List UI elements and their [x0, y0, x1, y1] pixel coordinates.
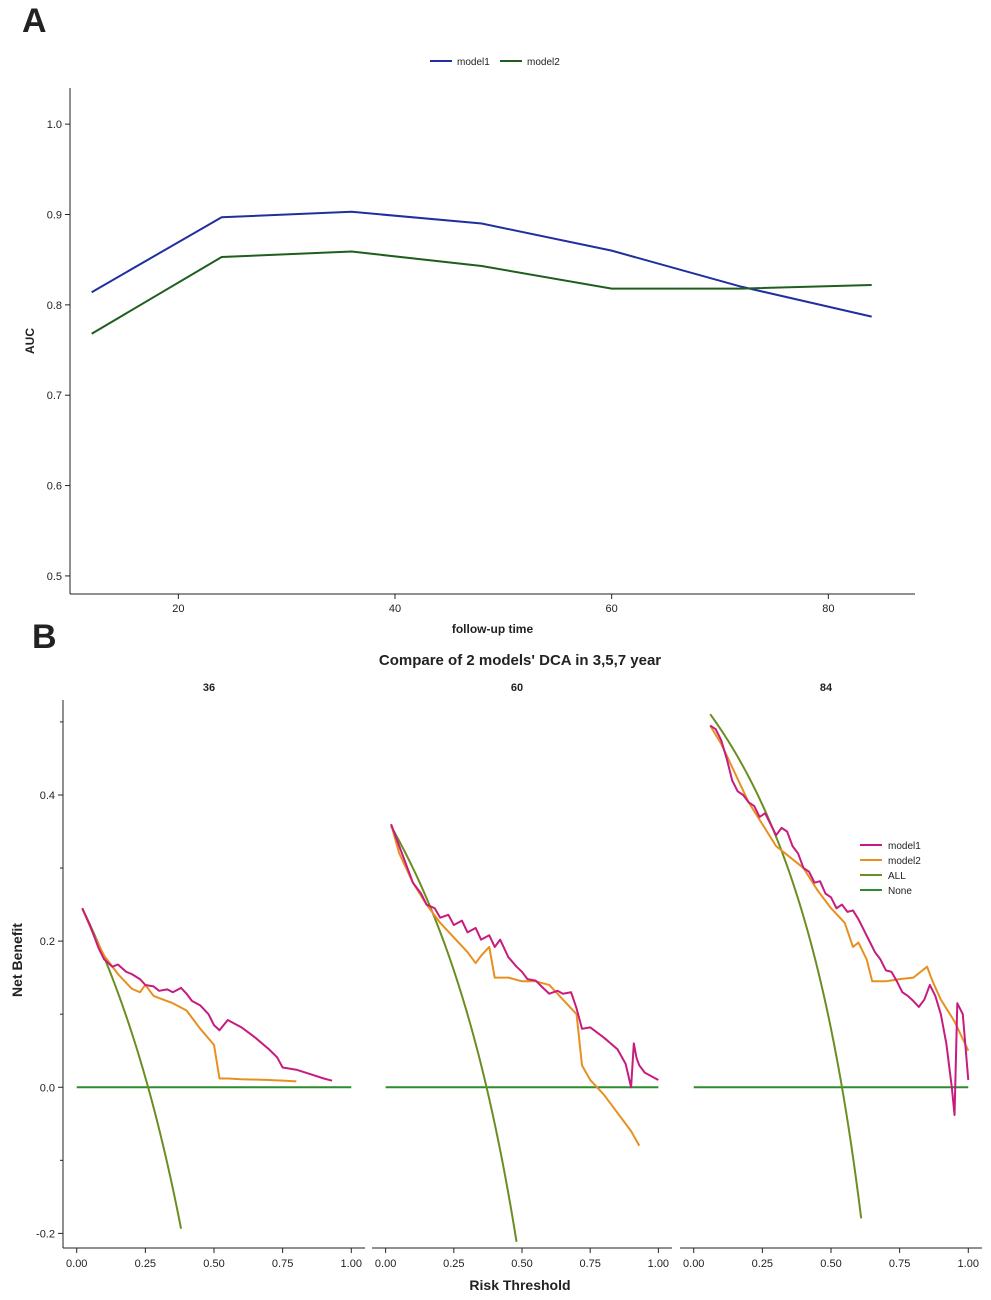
- dca-line-model1: [81, 907, 333, 1082]
- dca-y-tick-label: 0.0: [40, 1082, 55, 1094]
- dca-y-tick-label: -0.2: [36, 1228, 55, 1240]
- dca-x-tick-label: 0.25: [752, 1258, 773, 1270]
- auc-legend: model1 model2: [430, 57, 560, 68]
- dca-x-tick-label: 0.00: [375, 1258, 396, 1270]
- dca-x-tick-label: 1.00: [648, 1258, 669, 1270]
- auc-y-tick-label: 0.9: [47, 210, 62, 222]
- auc-line-chart: model1 model2 0.50.60.70.80.91.020 40 60 80 …: [23, 57, 915, 636]
- dca-x-tick-label: 0.25: [443, 1258, 464, 1270]
- dca-line-model1: [709, 724, 970, 1117]
- dca-facet-label: 60: [511, 682, 523, 694]
- dca-line-all: [81, 907, 183, 1229]
- dca-x-tick-label: 0.50: [511, 1258, 532, 1270]
- dca-facet-36: 36 0.00 0.25 0.50 0.75 1.00: [63, 682, 365, 1270]
- auc-y-axis-title: AUC: [23, 328, 37, 354]
- auc-series-model2: [91, 250, 872, 335]
- dca-legend-label-model2: model2: [888, 856, 921, 867]
- auc-y-tick-label: 1.0: [47, 119, 62, 131]
- auc-legend-label-model2: model2: [527, 57, 560, 68]
- dca-line-model2: [709, 725, 970, 1052]
- auc-legend-label-model1: model1: [457, 57, 490, 68]
- dca-legend-label-all: ALL: [888, 871, 906, 882]
- auc-y-tick-label: 0.8: [47, 300, 62, 312]
- dca-facet-84: 84 0.00 0.25 0.50 0.75 1.00: [680, 682, 982, 1270]
- dca-y-axis: -0.2 0.0 0.2 0.4: [36, 700, 64, 1248]
- auc-x-tick-label: 80: [822, 603, 834, 615]
- dca-x-tick-label: 1.00: [341, 1258, 362, 1270]
- auc-x-tick-label: 60: [606, 603, 618, 615]
- dca-y-tick-label: 0.4: [40, 790, 55, 802]
- dca-line-model2: [81, 907, 297, 1083]
- dca-facet-label: 84: [820, 682, 833, 694]
- dca-x-tick-label: 0.00: [683, 1258, 704, 1270]
- dca-x-tick-label: 0.75: [579, 1258, 600, 1270]
- dca-facet-60: 60 0.00 0.25 0.50 0.75 1.00: [372, 682, 672, 1270]
- dca-x-tick-label: 0.50: [820, 1258, 841, 1270]
- auc-y-tick-label: 0.7: [47, 390, 62, 402]
- panel-a-label: A: [22, 2, 47, 40]
- auc-axes: 0.5 0.6 0.7 0.8 0.9 1.0 20 40 60 80: [47, 88, 915, 615]
- auc-x-axis-title: follow-up time: [452, 622, 534, 636]
- auc-series: [91, 210, 872, 335]
- dca-x-axis-title: Risk Threshold: [469, 1277, 570, 1293]
- dca-y-axis-title: Net Benefit: [9, 923, 25, 997]
- dca-line-all: [390, 825, 518, 1242]
- auc-y-tick-label: 0.5: [47, 571, 62, 583]
- auc-x-tick-label: 20: [172, 603, 184, 615]
- dca-legend: model1 model2 ALL None: [860, 841, 921, 897]
- dca-x-tick-label: 0.75: [272, 1258, 293, 1270]
- dca-legend-label-none: None: [888, 886, 912, 897]
- dca-facet-label: 36: [203, 682, 215, 694]
- dca-y-tick-label: 0.2: [40, 936, 55, 948]
- dca-line-all: [709, 713, 863, 1219]
- auc-y-tick-label: 0.6: [47, 481, 62, 493]
- dca-line-model2: [390, 823, 641, 1147]
- dca-x-tick-label: 0.00: [66, 1258, 87, 1270]
- dca-x-tick-label: 0.75: [889, 1258, 910, 1270]
- dca-facets: 36 0.00 0.25 0.50 0.75 1.00 60 0.00 0.25 0.50 0.75…: [63, 682, 982, 1270]
- auc-x-tick-label: 40: [389, 603, 401, 615]
- dca-chart-title: Compare of 2 models' DCA in 3,5,7 year: [379, 652, 661, 669]
- dca-x-tick-label: 1.00: [958, 1258, 979, 1270]
- dca-faceted-chart: Compare of 2 models' DCA in 3,5,7 year 3…: [9, 652, 982, 1293]
- panel-b-label: B: [32, 618, 57, 656]
- dca-x-tick-label: 0.25: [135, 1258, 156, 1270]
- dca-legend-label-model1: model1: [888, 841, 921, 852]
- dca-x-tick-label: 0.50: [203, 1258, 224, 1270]
- dca-line-model1: [390, 823, 659, 1089]
